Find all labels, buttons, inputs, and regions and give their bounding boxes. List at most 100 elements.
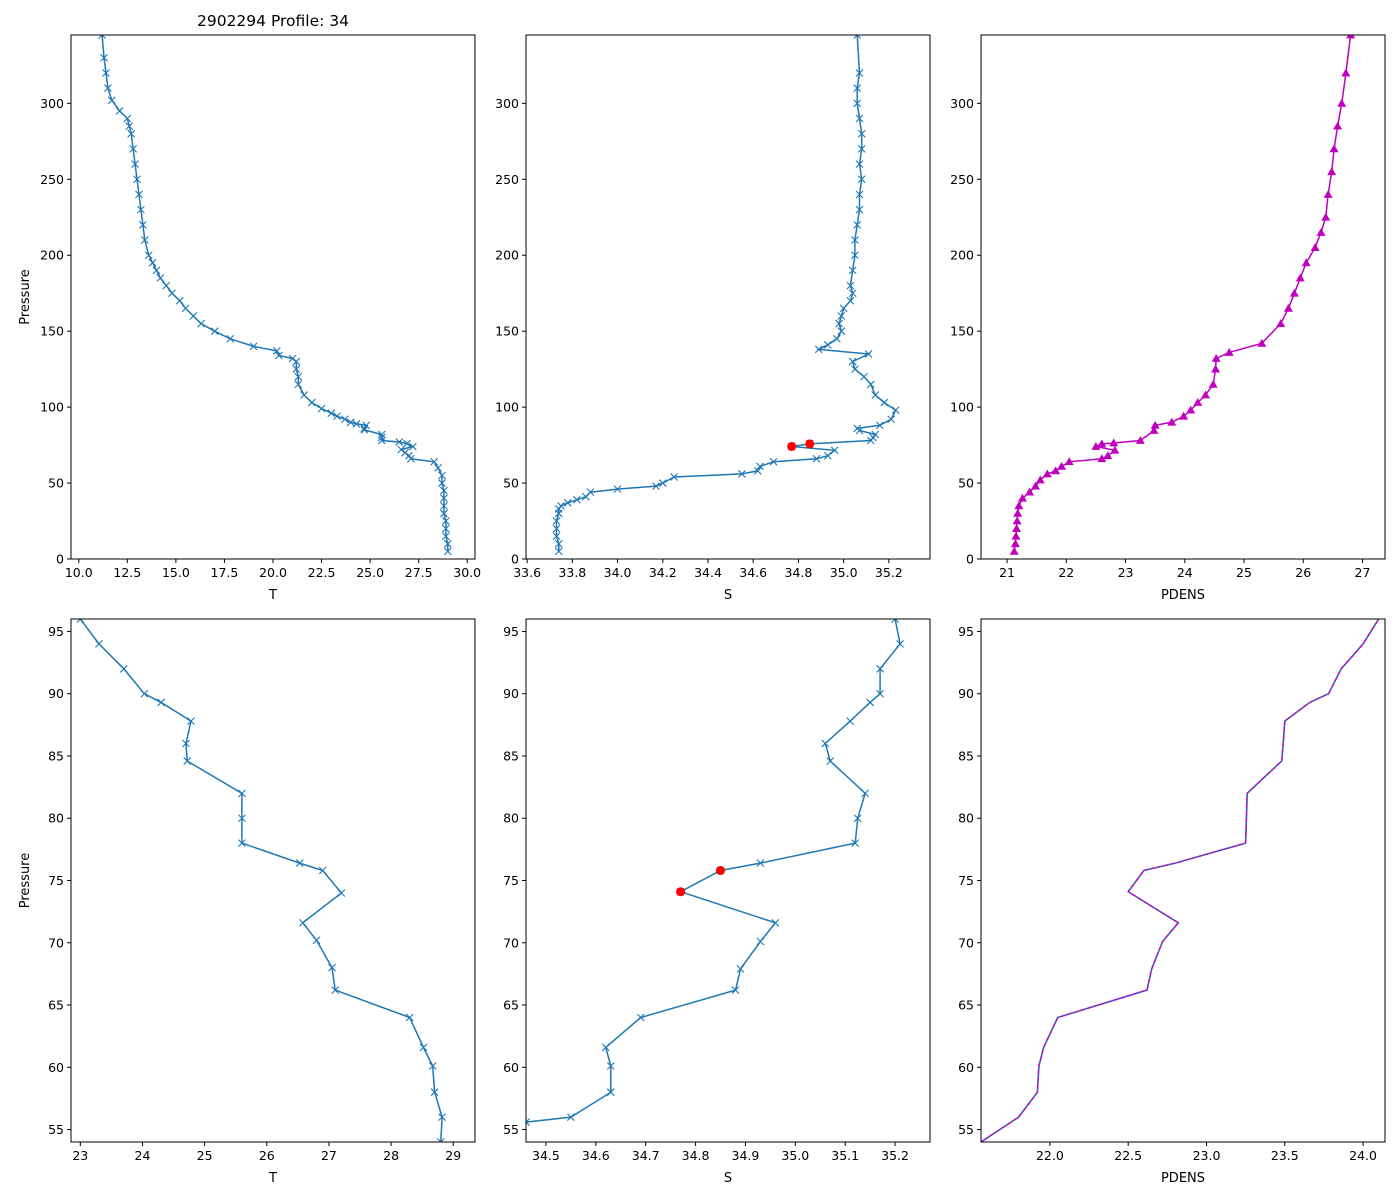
data-point bbox=[769, 457, 778, 466]
data-point bbox=[292, 357, 301, 366]
data-point bbox=[1057, 461, 1067, 470]
data-point bbox=[1201, 390, 1211, 399]
y-tick-label: 55 bbox=[958, 1122, 974, 1137]
data-point bbox=[876, 689, 885, 698]
plot-background bbox=[526, 35, 930, 559]
data-point bbox=[144, 251, 153, 260]
data-point bbox=[1103, 451, 1113, 460]
data-point bbox=[98, 35, 106, 39]
data-point bbox=[1208, 379, 1218, 388]
y-tick-label: 85 bbox=[958, 748, 974, 763]
data-point bbox=[1014, 501, 1024, 510]
x-axis-label: PDENS bbox=[1161, 588, 1205, 603]
data-point bbox=[1011, 531, 1021, 540]
x-tick-label: 35.1 bbox=[831, 1148, 859, 1163]
y-tick-label: 150 bbox=[40, 324, 64, 339]
data-point bbox=[1193, 398, 1203, 406]
data-point bbox=[428, 1062, 437, 1070]
panel-salinity-full: 33.6 33.8 34.0 34.2 34.4 34.6 34.8 35.0 35.2 0 50 1… bbox=[495, 34, 931, 603]
data-point bbox=[438, 1113, 446, 1121]
data-point bbox=[866, 698, 875, 707]
data-point bbox=[434, 463, 442, 472]
x-tick-label: 35.2 bbox=[881, 1148, 909, 1163]
y-tick-label: 65 bbox=[48, 998, 64, 1013]
data-point bbox=[736, 965, 745, 973]
data-point bbox=[567, 1113, 575, 1121]
data-point bbox=[880, 398, 889, 407]
data-point bbox=[1149, 426, 1159, 434]
data-point bbox=[1224, 347, 1234, 356]
x-tick-label: 22.5 bbox=[308, 565, 336, 580]
data-point bbox=[1346, 35, 1356, 39]
y-tick-label: 300 bbox=[40, 96, 64, 111]
plot-area bbox=[76, 619, 446, 1142]
data-point bbox=[1186, 405, 1196, 414]
x-tick-label: 34.9 bbox=[732, 1148, 760, 1163]
data-point bbox=[140, 689, 149, 698]
panel-salinity-zoom: 34.5 34.6 34.7 34.8 34.9 35.0 35.1 35.2 55 60 65 70… bbox=[503, 618, 931, 1186]
data-point bbox=[1042, 469, 1052, 478]
x-tick-label: 27.5 bbox=[405, 565, 433, 580]
x-tick-label: 21 bbox=[999, 565, 1015, 580]
data-point bbox=[851, 365, 859, 374]
y-tick-label: 150 bbox=[495, 324, 519, 339]
y-axis-label: Pressure bbox=[18, 853, 33, 909]
data-point bbox=[866, 380, 875, 389]
data-point bbox=[328, 963, 336, 972]
data-point bbox=[333, 412, 341, 421]
data-point bbox=[1064, 457, 1074, 466]
plot-area bbox=[1009, 35, 1356, 555]
y-tick-label: 0 bbox=[966, 552, 974, 567]
data-point bbox=[606, 1062, 615, 1070]
data-point bbox=[397, 445, 406, 454]
data-point bbox=[891, 406, 900, 415]
data-point bbox=[295, 859, 304, 867]
data-point bbox=[123, 114, 132, 123]
data-point bbox=[636, 1013, 645, 1022]
x-tick-label: 25 bbox=[1236, 565, 1252, 580]
data-point bbox=[1323, 189, 1333, 198]
plot-area bbox=[526, 619, 904, 1126]
data-point bbox=[340, 415, 349, 424]
x-tick-label: 26 bbox=[259, 1148, 275, 1163]
data-point bbox=[288, 354, 297, 363]
data-point bbox=[294, 380, 303, 389]
data-point bbox=[563, 498, 572, 507]
data-point bbox=[238, 789, 246, 798]
y-tick-label: 75 bbox=[958, 873, 974, 888]
x-tick-label: 10.0 bbox=[65, 565, 93, 580]
data-point bbox=[848, 357, 857, 366]
data-point bbox=[855, 69, 864, 77]
data-point bbox=[853, 814, 862, 823]
data-point bbox=[76, 619, 85, 623]
data-point bbox=[441, 517, 450, 525]
data-point bbox=[855, 114, 864, 123]
y-tick-label: 80 bbox=[958, 811, 974, 826]
data-point bbox=[187, 717, 195, 725]
data-point bbox=[1009, 546, 1019, 555]
data-point bbox=[652, 482, 660, 490]
data-point bbox=[853, 35, 862, 39]
flagged-point bbox=[716, 866, 726, 876]
series-line-overlay bbox=[981, 619, 1380, 1142]
data-point bbox=[830, 446, 839, 455]
data-point bbox=[814, 345, 823, 354]
data-point bbox=[855, 160, 864, 168]
plot-frame bbox=[525, 34, 931, 560]
x-tick-label: 27 bbox=[321, 1148, 337, 1163]
x-tick-label: 20.0 bbox=[259, 565, 287, 580]
data-point bbox=[848, 289, 857, 298]
x-tick-label: 23 bbox=[72, 1148, 88, 1163]
x-axis-label: PDENS bbox=[1161, 1171, 1205, 1186]
data-point bbox=[395, 438, 404, 446]
data-point bbox=[1012, 524, 1022, 532]
data-point bbox=[318, 866, 327, 875]
data-point bbox=[377, 436, 386, 445]
x-tick-label: 25 bbox=[197, 1148, 213, 1163]
x-tick-label: 34.8 bbox=[785, 565, 813, 580]
x-tick-label: 28 bbox=[383, 1148, 399, 1163]
data-point bbox=[1010, 539, 1020, 548]
data-point bbox=[438, 479, 446, 487]
x-tick-label: 17.5 bbox=[211, 565, 239, 580]
y-tick-label: 300 bbox=[950, 96, 974, 111]
